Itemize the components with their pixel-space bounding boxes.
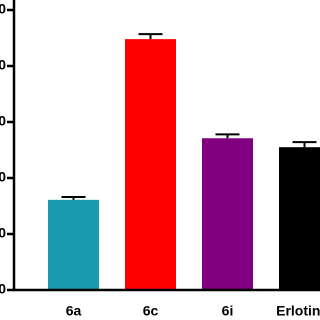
x-tick-label: 6c: [143, 303, 159, 319]
bar: [125, 39, 176, 291]
y-tick-label: 40: [0, 57, 6, 73]
x-tick-label: 6a: [66, 303, 82, 319]
y-tick-label: 0: [0, 281, 6, 297]
y-tick-label: 50: [0, 1, 6, 17]
bar: [48, 199, 99, 290]
y-tick-label: 30: [0, 113, 6, 129]
x-tick-label: Erlotinib: [276, 303, 320, 319]
y-tick-label: 20: [0, 169, 6, 185]
x-tick-label: 6i: [222, 303, 234, 319]
bar: [279, 147, 320, 290]
y-tick-label: 10: [0, 225, 6, 241]
bar: [202, 138, 253, 290]
